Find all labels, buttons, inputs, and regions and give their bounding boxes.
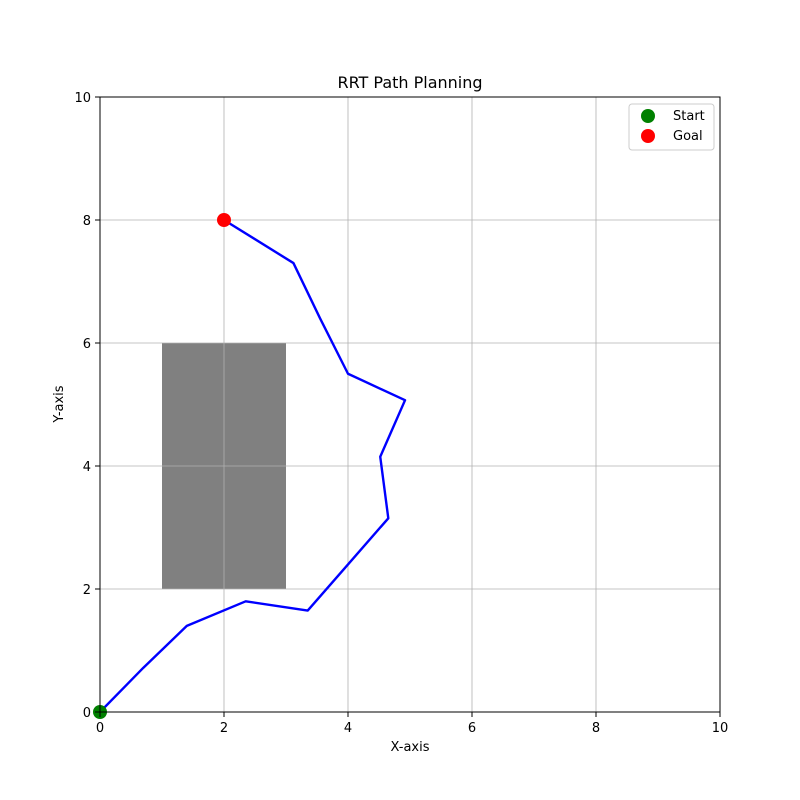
y-axis-title: Y-axis bbox=[52, 385, 67, 423]
legend-start-marker bbox=[641, 109, 655, 123]
y-tick-label: 4 bbox=[83, 460, 91, 475]
y-tick-label: 2 bbox=[83, 583, 91, 598]
x-tick-label: 0 bbox=[96, 721, 104, 736]
legend-start-label: Start bbox=[673, 109, 705, 124]
legend: Start Goal bbox=[628, 103, 715, 151]
plot-area: 0 2 4 6 8 10 0 2 4 6 8 10 bbox=[74, 91, 728, 736]
y-tick-label: 10 bbox=[74, 91, 91, 106]
x-axis-title: X-axis bbox=[391, 740, 430, 755]
axes-frame bbox=[99, 96, 721, 713]
legend-goal-label: Goal bbox=[673, 129, 703, 144]
chart-title: RRT Path Planning bbox=[337, 73, 482, 92]
y-tick-label: 6 bbox=[83, 337, 91, 352]
x-tick-label: 6 bbox=[468, 721, 476, 736]
path-line bbox=[99, 218, 407, 713]
x-tick-label: 8 bbox=[592, 721, 600, 736]
goal-point bbox=[217, 213, 231, 227]
x-tick-label: 2 bbox=[220, 721, 228, 736]
y-tick-label: 0 bbox=[83, 706, 91, 721]
legend-goal-marker bbox=[641, 129, 655, 143]
y-tick-label: 8 bbox=[83, 214, 91, 229]
x-tick-label: 10 bbox=[712, 721, 729, 736]
x-tick-label: 4 bbox=[344, 721, 352, 736]
